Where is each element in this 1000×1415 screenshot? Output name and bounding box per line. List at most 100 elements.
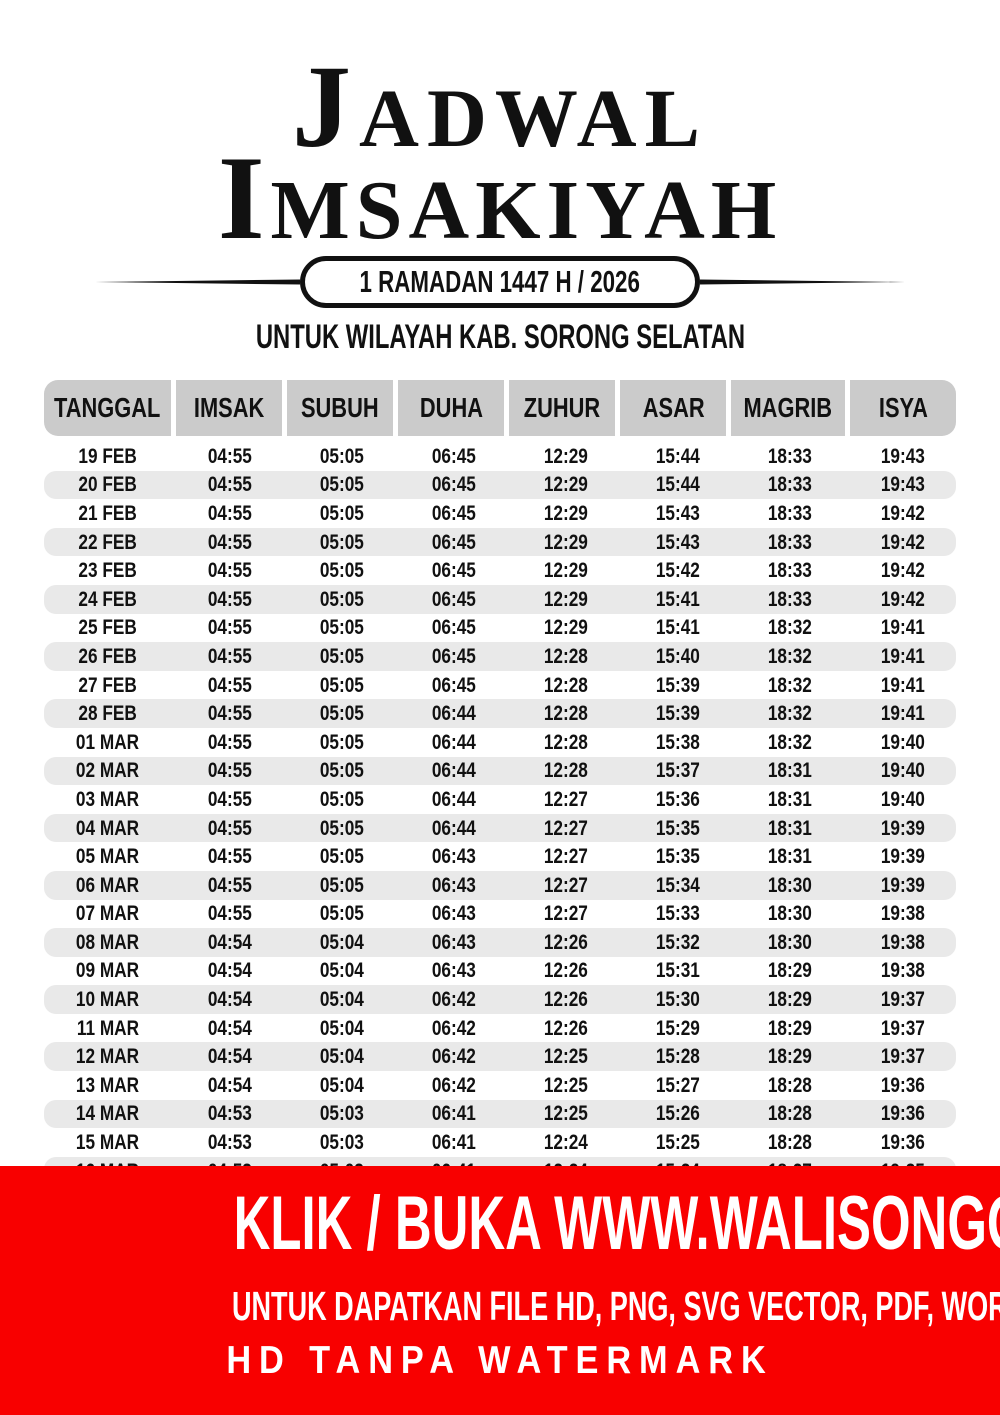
time-cell: 19:37: [849, 1046, 956, 1067]
time-cell: 05:05: [288, 818, 395, 839]
time-cell: 12:28: [512, 675, 619, 696]
time-cell: 04:54: [176, 932, 283, 953]
cell-text: 18:32: [768, 673, 813, 697]
cell-text: 23 FEB: [78, 559, 137, 583]
time-cell: 15:40: [625, 646, 732, 667]
cell-text: 15 MAR: [75, 1131, 140, 1155]
cell-text: 20 FEB: [78, 473, 137, 497]
table-row: 14 MAR 04:53 05:03 06:41 12:25 15:26 18:28 19:3…: [44, 1099, 956, 1129]
cell-text: 05:05: [319, 730, 364, 754]
column-header-isya: ISYA: [849, 380, 956, 436]
time-cell: 05:05: [288, 789, 395, 810]
time-cell: 12:29: [512, 532, 619, 553]
cell-text: 19:39: [880, 873, 925, 897]
cell-text: 05:05: [319, 759, 364, 783]
cell-text: 19:42: [880, 530, 925, 554]
table-row: 12 MAR 04:54 05:04 06:42 12:25 15:28 18:29 19:3…: [44, 1042, 956, 1072]
table-row: 11 MAR 04:54 05:04 06:42 12:26 15:29 18:29 19:3…: [44, 1014, 956, 1043]
time-cell: 12:28: [512, 646, 619, 667]
time-cell: 18:31: [737, 818, 844, 839]
cell-text: 06:41: [432, 1161, 476, 1167]
cell-text: 12:29: [543, 616, 589, 640]
cell-text: 03 MAR: [75, 787, 140, 811]
cell-text: 18:32: [768, 616, 813, 640]
banner-info-text: UNTUK DAPATKAN FILE HD, PNG, SVG VECTOR,…: [231, 1283, 1000, 1329]
time-cell: 15:25: [625, 1132, 732, 1153]
time-cell: 06:42: [400, 1075, 507, 1096]
table-row: 09 MAR 04:54 05:04 06:43 12:26 15:31 18:29 19:3…: [44, 957, 956, 986]
time-cell: 15:30: [625, 989, 732, 1010]
time-cell: 12:26: [512, 932, 619, 953]
cell-text: 06:43: [431, 873, 476, 897]
cell-text: 09 MAR: [75, 959, 140, 983]
ramadan-badge-row: 1 RAMADAN 1447 H / 2026: [95, 254, 906, 310]
time-cell: 12:25: [512, 1046, 619, 1067]
time-cell: 04:55: [176, 760, 283, 781]
time-cell: 18:32: [737, 732, 844, 753]
time-cell: 05:03: [288, 1161, 395, 1167]
cell-text: 18:28: [768, 1102, 813, 1126]
cell-text: 04:55: [207, 501, 252, 525]
cell-text: 06:45: [431, 644, 476, 668]
date-cell: 10 MAR: [44, 989, 171, 1010]
cell-text: 05:04: [319, 959, 364, 983]
date-cell: 19 FEB: [44, 446, 171, 467]
time-cell: 18:31: [737, 846, 844, 867]
cell-text: 05:04: [319, 1045, 364, 1069]
cell-text: 12:28: [543, 730, 589, 754]
cell-text: 28 FEB: [78, 702, 137, 726]
time-cell: 19:41: [849, 646, 956, 667]
date-cell: 06 MAR: [44, 875, 171, 896]
time-cell: 05:04: [288, 1018, 395, 1039]
cell-text: 15:42: [656, 559, 701, 583]
cell-text: 19:41: [880, 673, 925, 697]
banner-watermark-line: HD TANPA WATERMARK: [0, 1341, 1000, 1380]
cell-text: 18:33: [768, 501, 813, 525]
table-row: 16 MAR 04:53 05:03 06:41 12:24 15:24 18:27 19:3…: [44, 1156, 956, 1167]
website-link[interactable]: KLIK / BUKA WWW.WALISONGO.CO.ID: [233, 1181, 1000, 1266]
table-row: 06 MAR 04:55 05:05 06:43 12:27 15:34 18:30 19:3…: [44, 870, 956, 900]
time-cell: 19:35: [849, 1161, 956, 1167]
time-cell: 19:40: [849, 760, 956, 781]
time-cell: 04:55: [176, 617, 283, 638]
time-cell: 15:34: [625, 875, 732, 896]
time-cell: 05:05: [288, 732, 395, 753]
footer-banner: KLIK / BUKA WWW.WALISONGO.CO.ID UNTUK DA…: [0, 1166, 1000, 1415]
cell-text: 19:40: [880, 759, 925, 783]
date-cell: 16 MAR: [44, 1161, 171, 1167]
time-cell: 06:43: [400, 846, 507, 867]
date-cell: 01 MAR: [44, 732, 171, 753]
cell-text: 04:54: [207, 930, 252, 954]
time-cell: 04:54: [176, 1018, 283, 1039]
time-cell: 06:45: [400, 532, 507, 553]
cell-text: 06:42: [431, 988, 476, 1012]
time-cell: 06:43: [400, 875, 507, 896]
cell-text: 18:31: [768, 816, 813, 840]
time-cell: 04:55: [176, 446, 283, 467]
cell-text: 19:41: [880, 616, 925, 640]
cell-text: 12:24: [543, 1131, 589, 1155]
time-cell: 19:37: [849, 989, 956, 1010]
column-header-magrib: MAGRIB: [731, 380, 845, 436]
time-cell: 06:41: [400, 1161, 507, 1167]
cell-text: 18:28: [768, 1131, 813, 1155]
time-cell: 19:40: [849, 789, 956, 810]
cell-text: 19:40: [880, 730, 925, 754]
cell-text: 18:27: [768, 1161, 812, 1167]
cell-text: 04:53: [207, 1102, 252, 1126]
cell-text: 16 MAR: [76, 1161, 139, 1167]
time-cell: 18:29: [737, 960, 844, 981]
date-cell: 04 MAR: [44, 818, 171, 839]
cell-text: 04:55: [207, 730, 252, 754]
cell-text: 06:43: [431, 959, 476, 983]
date-cell: 15 MAR: [44, 1132, 171, 1153]
date-cell: 23 FEB: [44, 560, 171, 581]
cell-text: 19:36: [880, 1131, 925, 1155]
cell-text: 18:29: [768, 959, 813, 983]
table-row: 02 MAR 04:55 05:05 06:44 12:28 15:37 18:31 19:4…: [44, 756, 956, 786]
cell-text: 05:05: [319, 473, 364, 497]
time-cell: 04:54: [176, 960, 283, 981]
time-cell: 12:26: [512, 960, 619, 981]
cell-text: 12:27: [543, 787, 589, 811]
time-cell: 15:35: [625, 846, 732, 867]
